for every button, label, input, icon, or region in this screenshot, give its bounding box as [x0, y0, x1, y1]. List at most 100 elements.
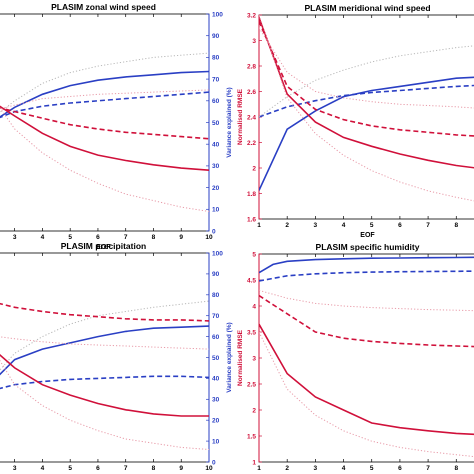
x-tick-label: 3	[13, 234, 17, 241]
y-tick-label: 4	[252, 303, 256, 310]
y-tick-label: 50	[212, 355, 220, 362]
series-line-red_light-dotted	[0, 336, 209, 350]
x-tick-label: 5	[68, 465, 72, 472]
x-tick-label: 7	[124, 465, 128, 472]
x-tick-label: 3	[314, 465, 318, 472]
x-tick-label: 5	[370, 222, 374, 229]
series-line-gray_light-dotted	[0, 300, 209, 371]
series-line-red_light-dotted	[259, 27, 474, 109]
series-line-red_light-dotted	[259, 289, 474, 312]
panel-title: PLASIM precipitation	[61, 241, 146, 251]
plot-frame	[0, 13, 210, 232]
y-tick-label: 30	[212, 163, 220, 170]
x-tick-label: 9	[179, 465, 183, 472]
series-line-red_light-dotted	[259, 331, 474, 458]
y-tick-label: 80	[212, 292, 220, 299]
panel-title: PLASIM zonal wind speed	[51, 2, 156, 12]
y-tick-label: 90	[212, 33, 220, 40]
y-tick-label: 60	[212, 334, 220, 341]
series-line-blue-solid	[259, 76, 474, 191]
y-tick-label: 3	[252, 355, 256, 362]
x-tick-label: 5	[370, 465, 374, 472]
y-tick-label: 10	[212, 438, 220, 445]
plot-frame	[0, 252, 210, 463]
y-tick-label: 2.5	[247, 381, 256, 388]
y-tick-label: 40	[212, 376, 220, 383]
x-axis-label: EOF	[96, 244, 111, 251]
x-tick-label: 9	[179, 234, 183, 241]
x-tick-label: 5	[68, 234, 72, 241]
y-tick-label: 3.5	[247, 329, 256, 336]
series-line-blue-solid	[259, 256, 474, 274]
series-line-blue-dashed	[259, 270, 474, 282]
y-tick-label: 20	[212, 418, 220, 425]
y-tick-label: 2	[252, 407, 256, 414]
y-tick-label: 100	[212, 250, 223, 257]
series-line-red-dashed	[0, 302, 209, 322]
right-y-axis-label: Variance explained (%)	[226, 322, 233, 392]
series-line-red-solid	[0, 353, 209, 417]
y-tick-label: 0	[212, 459, 216, 466]
x-tick-label: 6	[96, 465, 100, 472]
y-tick-label: 1.6	[247, 216, 256, 223]
series-line-red_light-dotted	[259, 15, 474, 202]
x-tick-label: 2	[285, 465, 289, 472]
right-y-axis-label: Variance explained (%)	[226, 87, 233, 157]
series-line-gray_light-dotted	[0, 52, 209, 113]
y-tick-label: 0	[212, 228, 216, 235]
x-tick-label: 10	[205, 234, 213, 241]
y-tick-label: 4.5	[247, 277, 256, 284]
x-tick-label: 4	[342, 222, 346, 229]
x-tick-label: 6	[96, 234, 100, 241]
left-y-axis-label: Normalised RMSE	[237, 329, 244, 386]
series-line-red_light-dotted	[0, 107, 209, 212]
y-tick-label: 5	[252, 251, 256, 258]
x-tick-label: 10	[205, 465, 213, 472]
x-tick-label: 2	[285, 222, 289, 229]
x-tick-label: 4	[41, 465, 45, 472]
plot-frame	[258, 253, 474, 463]
series-line-red_light-dotted	[0, 89, 209, 110]
x-tick-label: 8	[454, 465, 458, 472]
x-tick-label: 7	[124, 234, 128, 241]
series-line-blue-solid	[0, 70, 209, 118]
y-tick-label: 3.2	[247, 12, 256, 19]
x-tick-label: 3	[314, 222, 318, 229]
y-tick-label: 70	[212, 313, 220, 320]
y-tick-label: 10	[212, 207, 220, 214]
x-tick-label: 1	[257, 465, 261, 472]
series-line-red-solid	[259, 323, 474, 436]
x-tick-label: 7	[426, 222, 430, 229]
y-tick-label: 50	[212, 120, 220, 127]
series-line-blue-dashed	[0, 91, 209, 119]
y-tick-label: 30	[212, 397, 220, 404]
y-tick-label: 100	[212, 11, 223, 18]
series-line-red_light-dotted	[0, 359, 209, 450]
left-y-axis-label: Normalised RMSE	[237, 88, 244, 145]
series-line-red-dashed	[259, 294, 474, 348]
y-tick-label: 3	[252, 38, 256, 45]
x-tick-label: 6	[398, 465, 402, 472]
y-tick-label: 70	[212, 76, 220, 83]
series-line-gray_light-dotted	[259, 45, 474, 118]
y-tick-label: 60	[212, 98, 220, 105]
y-tick-label: 1.8	[247, 191, 256, 198]
y-tick-label: 90	[212, 271, 220, 278]
y-tick-label: 1.5	[247, 433, 256, 440]
x-tick-label: 8	[152, 234, 156, 241]
series-line-blue-solid	[0, 325, 209, 376]
plot-frame	[258, 14, 474, 220]
series-line-blue-dashed	[259, 84, 474, 118]
y-tick-label: 40	[212, 142, 220, 149]
x-tick-label: 1	[257, 222, 261, 229]
series-line-blue-dashed	[0, 375, 209, 390]
x-axis-label: EOF	[360, 232, 375, 239]
y-tick-label: 2.8	[247, 63, 256, 70]
x-tick-label: 4	[41, 234, 45, 241]
series-line-red-solid	[0, 105, 209, 171]
y-tick-label: 2.4	[247, 114, 256, 121]
y-tick-label: 80	[212, 55, 220, 62]
series-line-red-dashed	[0, 106, 209, 140]
x-tick-label: 3	[13, 465, 17, 472]
